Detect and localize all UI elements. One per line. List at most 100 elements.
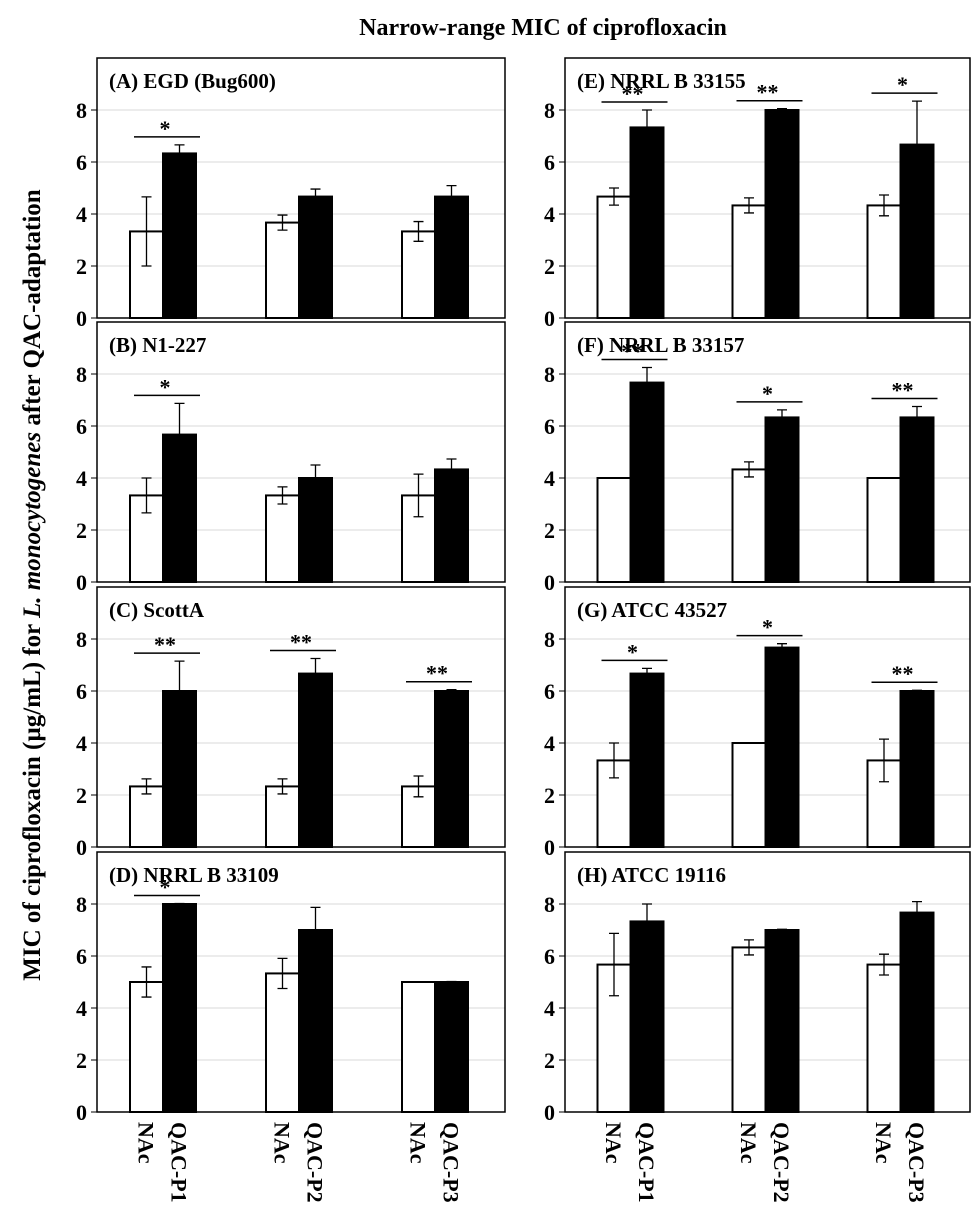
error-bar bbox=[277, 214, 288, 231]
y-tick-label: 8 bbox=[544, 627, 555, 652]
y-tick-label: 2 bbox=[76, 254, 87, 279]
error-bar bbox=[777, 409, 787, 426]
bar bbox=[629, 126, 665, 319]
x-tick-label: NAc bbox=[736, 1122, 761, 1164]
y-tick-label: 2 bbox=[544, 1048, 555, 1073]
bar bbox=[596, 477, 632, 583]
y-tick-label: 0 bbox=[76, 570, 87, 595]
significance-label: ** bbox=[757, 80, 779, 105]
y-tick-label: 0 bbox=[544, 835, 555, 860]
error-bar bbox=[174, 902, 185, 906]
significance-label: ** bbox=[892, 661, 914, 686]
bar bbox=[596, 195, 632, 319]
x-tick-label: NAc bbox=[406, 1122, 431, 1164]
error-bar bbox=[413, 473, 424, 518]
bar bbox=[265, 494, 300, 584]
bar bbox=[866, 477, 902, 583]
y-tick-label: 6 bbox=[76, 944, 87, 969]
x-tick-label: QAC-P3 bbox=[904, 1122, 929, 1203]
y-tick-label: 6 bbox=[544, 414, 555, 439]
y-tick-label: 0 bbox=[544, 570, 555, 595]
y-tick-label: 4 bbox=[76, 466, 87, 491]
bar bbox=[731, 204, 767, 319]
bar bbox=[162, 903, 197, 1113]
error-bar bbox=[912, 901, 922, 925]
y-tick-label: 0 bbox=[76, 835, 87, 860]
x-tick-label: NAc bbox=[270, 1122, 295, 1164]
bar bbox=[298, 477, 333, 583]
x-tick-label: NAc bbox=[134, 1122, 159, 1164]
bar bbox=[265, 785, 300, 848]
bar bbox=[298, 672, 333, 849]
bar bbox=[764, 929, 800, 1113]
error-bar bbox=[141, 778, 152, 795]
significance-label: ** bbox=[154, 632, 176, 657]
y-tick-label: 6 bbox=[76, 414, 87, 439]
error-bar bbox=[642, 366, 652, 399]
y-tick-label: 0 bbox=[544, 1100, 555, 1125]
bar bbox=[629, 381, 665, 583]
significance-label: * bbox=[160, 874, 171, 899]
significance-label: ** bbox=[892, 378, 914, 403]
significance-label: ** bbox=[622, 81, 644, 106]
x-tick-label: QAC-P1 bbox=[634, 1122, 659, 1203]
error-bar bbox=[277, 957, 288, 990]
panel-title: (C) ScottA bbox=[109, 598, 205, 622]
bar bbox=[265, 221, 300, 319]
significance-label: * bbox=[160, 116, 171, 141]
error-bar bbox=[174, 402, 185, 467]
bar bbox=[298, 929, 333, 1113]
y-tick-label: 2 bbox=[544, 783, 555, 808]
error-bar bbox=[413, 220, 424, 242]
y-tick-label: 6 bbox=[544, 679, 555, 704]
bar bbox=[434, 468, 469, 584]
error-bar bbox=[446, 980, 457, 984]
bar bbox=[401, 230, 436, 319]
significance-label: * bbox=[160, 374, 171, 399]
y-tick-label: 4 bbox=[544, 202, 555, 227]
bar bbox=[764, 109, 800, 319]
error-bar bbox=[879, 738, 889, 783]
significance-label: * bbox=[762, 381, 773, 406]
error-bar bbox=[912, 405, 922, 429]
significance-label: ** bbox=[426, 661, 448, 686]
y-tick-label: 0 bbox=[76, 306, 87, 331]
error-bar bbox=[744, 939, 754, 956]
y-tick-label: 2 bbox=[76, 518, 87, 543]
error-bar bbox=[609, 187, 619, 206]
error-bar bbox=[912, 100, 922, 189]
error-bar bbox=[310, 188, 321, 205]
bar bbox=[162, 152, 197, 319]
error-bar bbox=[777, 928, 787, 932]
panel-title: (G) ATCC 43527 bbox=[577, 598, 727, 622]
error-bar bbox=[141, 966, 152, 998]
error-bar bbox=[744, 461, 754, 478]
y-label-part: L. monocytogenes bbox=[19, 432, 46, 619]
y-tick-label: 4 bbox=[544, 731, 555, 756]
error-bar bbox=[777, 643, 787, 653]
y-tick-label: 2 bbox=[544, 254, 555, 279]
y-tick-label: 8 bbox=[544, 892, 555, 917]
error-bar bbox=[174, 144, 185, 163]
y-label-part: after QAC-adaptation bbox=[19, 189, 46, 432]
panel-title: (D) NRRL B 33109 bbox=[109, 863, 279, 887]
bar bbox=[866, 204, 902, 319]
panel-title: (F) NRRL B 33157 bbox=[577, 333, 744, 357]
y-tick-label: 8 bbox=[76, 892, 87, 917]
bar bbox=[764, 416, 800, 584]
y-tick-label: 8 bbox=[76, 627, 87, 652]
bar bbox=[731, 742, 767, 848]
figure-title: Narrow-range MIC of ciprofloxacin bbox=[359, 15, 727, 41]
bar bbox=[129, 981, 164, 1113]
error-bar bbox=[277, 778, 288, 795]
y-tick-label: 6 bbox=[76, 679, 87, 704]
y-tick-label: 4 bbox=[76, 202, 87, 227]
bar bbox=[265, 972, 300, 1113]
error-bar bbox=[744, 197, 754, 214]
x-tick-label: NAc bbox=[871, 1122, 896, 1164]
y-tick-label: 4 bbox=[76, 996, 87, 1021]
error-bar bbox=[609, 932, 619, 997]
significance-label: * bbox=[897, 72, 908, 97]
bar bbox=[629, 920, 665, 1113]
error-bar bbox=[413, 775, 424, 798]
